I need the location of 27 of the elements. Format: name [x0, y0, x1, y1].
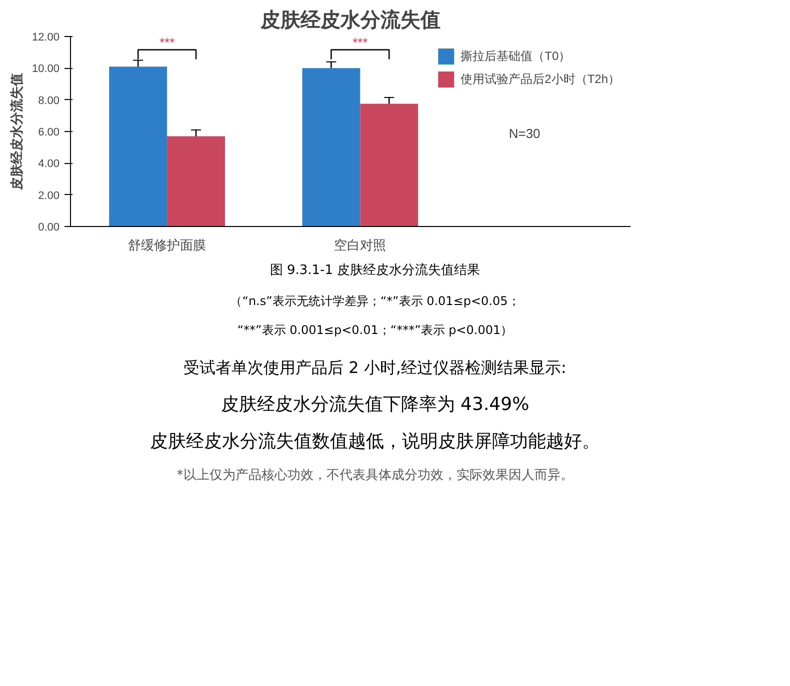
y-tick-label: 4.00	[38, 158, 60, 170]
text: 皮肤经皮水分流失值下降率为 43.49%	[220, 392, 530, 417]
text: *以上仅为产品核心功效，不代表具体成分功效，实际效果因人而异。	[176, 467, 574, 486]
y-tick-label: 12.00	[32, 32, 60, 44]
y-tick-label: 10.00	[32, 63, 60, 76]
text: （“n.s”表示无统计学差异；“*”表示 0.01≤p<0.05；	[230, 292, 520, 310]
y-tick-label: 2.00	[38, 190, 60, 202]
bar	[360, 104, 418, 226]
text: 皮肤经皮水分流失值数值越低，说明皮肤屏障功能越好。	[150, 430, 600, 454]
x-tick-label: 空白对照	[334, 238, 386, 252]
chart-title: 皮肤经皮水分流失值	[260, 8, 440, 32]
y-tick-label: 8.00	[38, 94, 60, 107]
caption: 图 9.3.1-1 皮肤经皮水分流失值结果	[270, 262, 480, 280]
annotation: ***	[352, 34, 368, 50]
annotation: ***	[159, 34, 175, 50]
text: N=30	[508, 126, 540, 141]
x-tick-label: 舒缓修护面膜	[128, 238, 206, 252]
y-tick-label: 6.00	[38, 126, 60, 138]
text: “**”表示 0.001≤p<0.01；“***”表示 p<0.001）	[237, 322, 513, 339]
bar	[302, 68, 360, 226]
y-axis-title: 皮肤经皮水分流失值	[8, 73, 24, 191]
legend-label: 使用试验产品后2小时（T2h）	[460, 70, 620, 88]
bar	[109, 66, 168, 226]
legend-label: 撕拉后基础值（T0）	[460, 48, 571, 64]
bar	[167, 136, 225, 226]
y-tick-label: 0.00	[38, 222, 60, 234]
text: 受试者单次使用产品后 2 小时,经过仪器检测结果显示:	[184, 356, 566, 379]
